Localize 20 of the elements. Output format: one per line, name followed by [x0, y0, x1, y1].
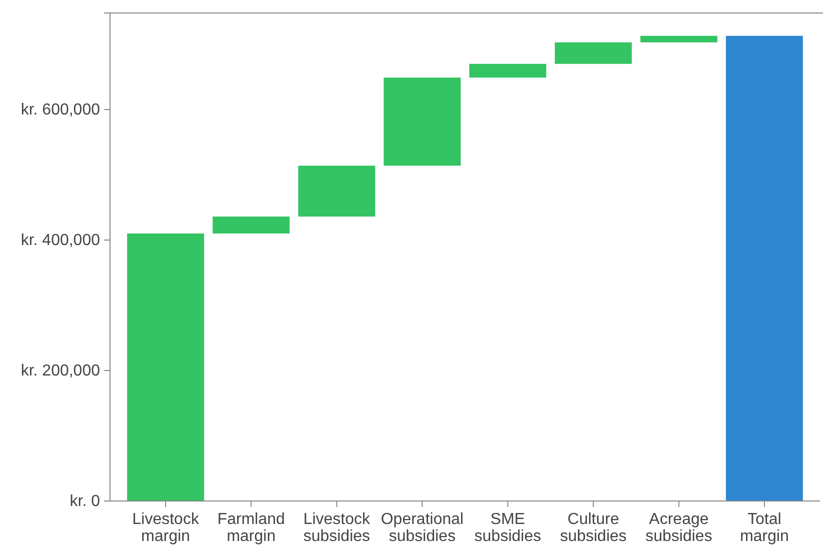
- bar: [640, 36, 718, 42]
- y-tick-label: kr. 200,000: [20, 362, 100, 380]
- bar: [554, 42, 632, 64]
- x-tick-label: SME subsidies: [474, 511, 542, 545]
- bar: [726, 36, 803, 501]
- x-tick-label: Culture subsidies: [560, 511, 627, 545]
- bar: [212, 216, 290, 234]
- x-tick-label: Operational subsidies: [380, 511, 464, 545]
- y-tick-label: kr. 0: [70, 493, 100, 510]
- bar: [384, 78, 461, 166]
- y-tick-label: kr. 400,000: [20, 232, 100, 250]
- x-tick-label: Total margin: [740, 511, 789, 545]
- bar: [469, 64, 546, 78]
- x-tick-label: Acreage subsidies: [646, 511, 712, 545]
- x-tick-label: Farmland margin: [217, 511, 285, 545]
- y-tick-label: kr. 600,000: [20, 102, 100, 119]
- x-tick-label: Livestock subsidies: [303, 511, 372, 545]
- bar: [298, 166, 376, 217]
- bar: [127, 234, 204, 501]
- x-tick-label: Livestock margin: [132, 511, 200, 545]
